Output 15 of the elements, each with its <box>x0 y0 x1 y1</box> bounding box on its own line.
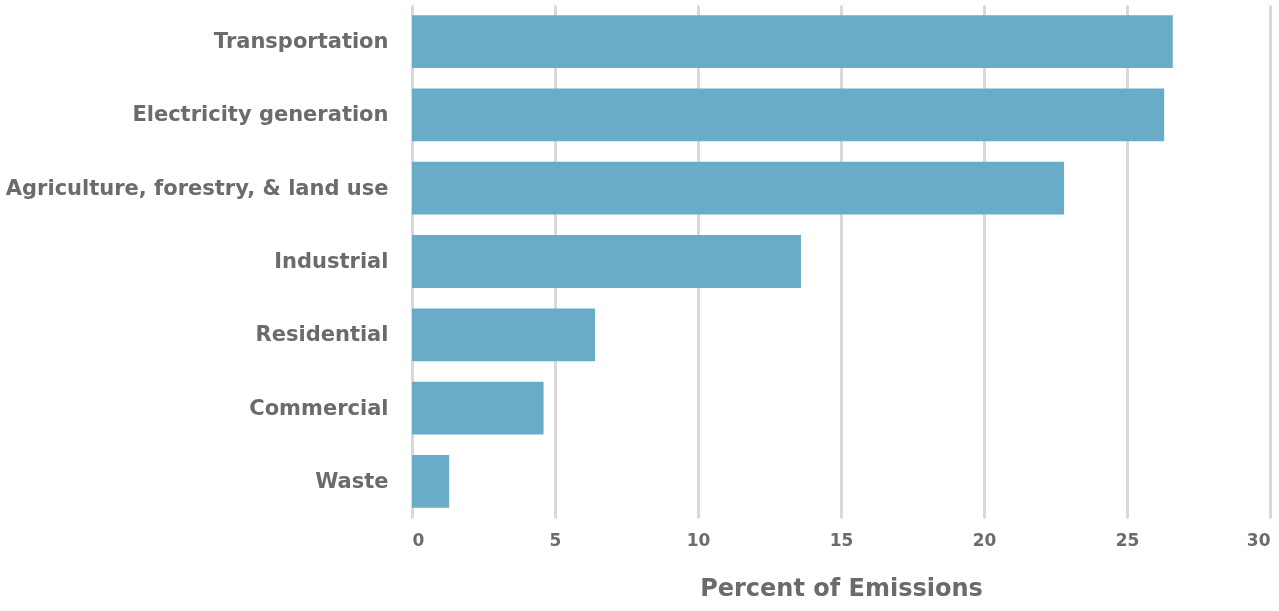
x-tick-label: 10 <box>686 529 711 550</box>
y-tick-label: Waste <box>315 468 389 493</box>
x-tick-label: 0 <box>412 529 425 550</box>
x-tick-label: 20 <box>972 529 997 550</box>
y-tick-label: Commercial <box>249 395 389 420</box>
x-tick-label: 30 <box>1246 529 1271 550</box>
x-tick-label: 15 <box>829 529 854 550</box>
y-tick-label: Transportation <box>213 29 389 54</box>
x-axis-title: Percent of Emissions <box>700 573 983 602</box>
x-tick-label: 25 <box>1115 529 1140 550</box>
y-tick-label: Agriculture, forestry, & land use <box>5 175 389 200</box>
y-tick-label: Residential <box>255 322 389 347</box>
y-tick-label: Electricity generation <box>132 102 389 127</box>
y-tick-label: Industrial <box>274 249 389 273</box>
x-tick-label: 5 <box>549 529 562 550</box>
